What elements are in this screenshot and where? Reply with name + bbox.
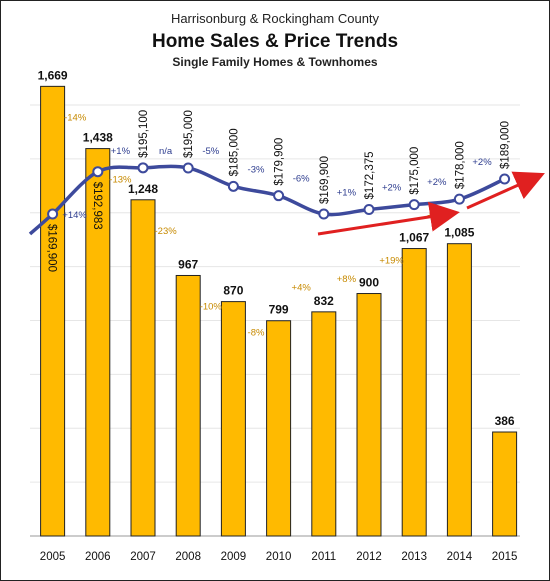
price-change-label: +2% xyxy=(427,177,447,188)
price-value-label: $172,375 xyxy=(364,151,376,199)
bar-value-label: 1,085 xyxy=(444,226,474,240)
x-tick-label: 2008 xyxy=(175,551,201,563)
price-point xyxy=(499,173,511,185)
bar-change-label: -23% xyxy=(155,226,178,237)
x-tick-label: 2015 xyxy=(492,551,518,563)
bar xyxy=(311,311,337,537)
bar-value-label: 799 xyxy=(269,303,289,317)
bar-value-label: 1,067 xyxy=(399,231,429,245)
price-change-label: +2% xyxy=(472,157,492,168)
price-change-label: +14% xyxy=(62,210,87,221)
trend-arrow xyxy=(317,201,460,236)
chart-title-line1: Harrisonburg & Rockingham County xyxy=(171,11,380,26)
price-value-label: $169,900 xyxy=(319,156,331,204)
price-change-label: -5% xyxy=(202,146,219,157)
price-change-label: +1% xyxy=(111,146,131,157)
bar-change-label: +19% xyxy=(379,256,404,267)
bar-change-label: +4% xyxy=(292,283,312,294)
price-change-label: -6% xyxy=(293,174,310,185)
chart-title: Home Sales & Price Trends xyxy=(152,31,398,52)
x-tick-label: 2005 xyxy=(40,551,66,563)
price-point xyxy=(453,193,465,205)
price-point xyxy=(137,162,149,174)
bar-change-label: -13% xyxy=(109,175,132,186)
price-value-label: $189,000 xyxy=(500,121,512,169)
x-tick-label: 2013 xyxy=(401,551,427,563)
price-point xyxy=(363,203,375,215)
price-value-label: $179,900 xyxy=(274,138,286,186)
bar xyxy=(492,431,518,537)
x-tick-label: 2006 xyxy=(85,551,111,563)
trend-arrows xyxy=(317,171,545,236)
price-point xyxy=(273,190,285,202)
price-change-label: +1% xyxy=(337,187,357,198)
x-tick-label: 2011 xyxy=(311,551,336,563)
price-value-label: $175,000 xyxy=(409,147,421,195)
x-tick-label: 2012 xyxy=(356,551,382,563)
price-point xyxy=(408,199,420,211)
bar-value-label: 1,669 xyxy=(38,68,68,82)
x-tick-label: 2009 xyxy=(221,551,247,563)
bar-value-label: 832 xyxy=(314,294,334,308)
chart-subtitle: Single Family Homes & Townhomes xyxy=(172,55,377,69)
price-change-label: +2% xyxy=(382,183,402,194)
bar-change-label: +8% xyxy=(337,274,357,285)
bar xyxy=(220,301,246,537)
bar-change-label: -14% xyxy=(64,112,87,123)
bar xyxy=(130,199,156,537)
x-tick-label: 2007 xyxy=(130,551,156,563)
trend-arrow xyxy=(466,171,545,210)
price-value-label: $178,000 xyxy=(454,141,466,189)
bar xyxy=(40,85,66,537)
bar-value-label: 900 xyxy=(359,276,379,290)
price-point xyxy=(182,162,194,174)
price-change-label: -3% xyxy=(248,164,265,175)
bar-value-label: 870 xyxy=(223,284,243,298)
price-point xyxy=(92,166,104,178)
price-value-label: $192,983 xyxy=(91,182,103,230)
price-change-label: n/a xyxy=(159,146,173,157)
price-point xyxy=(47,208,59,220)
price-point xyxy=(227,180,239,192)
price-value-label: $185,000 xyxy=(228,128,240,176)
x-tick-label: 2014 xyxy=(447,551,473,563)
bar xyxy=(446,243,472,537)
price-value-label: $195,100 xyxy=(138,110,150,158)
bar-value-label: 1,248 xyxy=(128,182,158,196)
bar-value-label: 386 xyxy=(495,414,515,428)
bar-value-label: 1,438 xyxy=(83,131,113,145)
bars xyxy=(40,85,518,537)
bar xyxy=(85,148,111,537)
bar-change-label: -8% xyxy=(248,328,265,339)
price-line xyxy=(28,162,511,236)
bar-change-label: -10% xyxy=(200,301,223,312)
bar xyxy=(175,274,201,537)
labels: 1,669 2005 1,438 2006 1,248 2007 967 2008 870 200… xyxy=(38,68,518,563)
price-value-label: $195,000 xyxy=(183,110,195,158)
bar xyxy=(356,293,382,537)
bar xyxy=(401,248,427,537)
price-value-label: $169,900 xyxy=(46,224,58,272)
x-tick-label: 2010 xyxy=(266,551,292,563)
price-point xyxy=(318,208,330,220)
bar-value-label: 967 xyxy=(178,257,198,271)
bar xyxy=(266,320,292,537)
